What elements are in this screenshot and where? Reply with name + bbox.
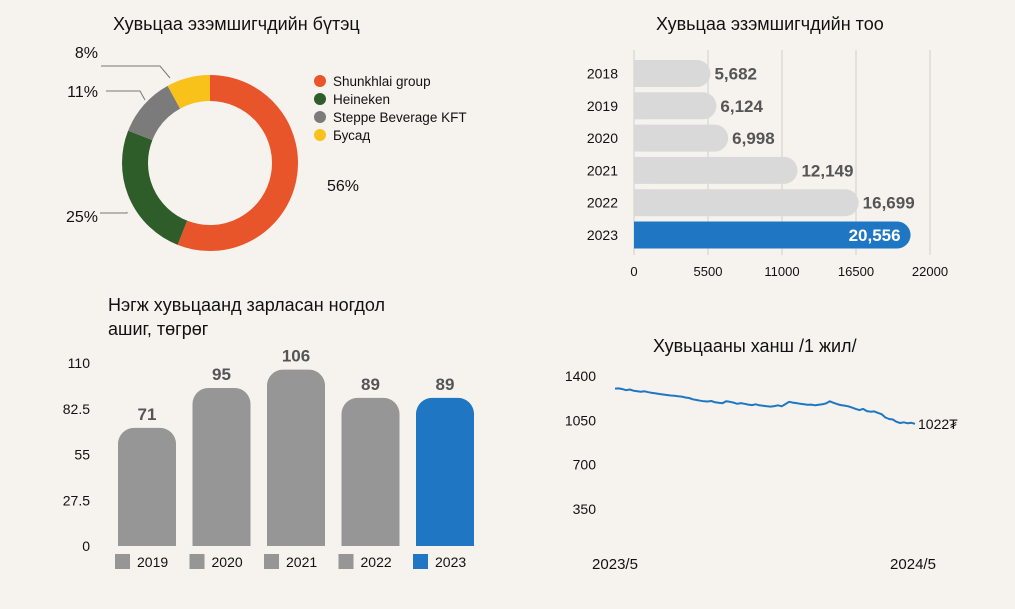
price-y-tick-label-1: 700 bbox=[573, 457, 597, 473]
dividend-bar-2022 bbox=[341, 397, 400, 546]
holders-value-label-2023: 20,556 bbox=[849, 226, 901, 245]
price-x-start-label: 2023/5 bbox=[592, 556, 638, 573]
structure-panel: Хувьцаа эзэмшигчдийн бүтэц 56% 25% 11% 8% Sh… bbox=[0, 0, 540, 270]
donut-slice-1 bbox=[177, 75, 298, 251]
dividend-bar-2023 bbox=[416, 397, 474, 546]
y-category-label-2021: 2021 bbox=[587, 162, 618, 178]
dividend-bar-base-2020 bbox=[192, 528, 251, 546]
holders-bar-2023 bbox=[634, 221, 911, 249]
price-y-tick-label-3: 1400 bbox=[565, 368, 596, 384]
price-panel: Хувьцааны ханш /1 жил/ 350 700 1050 1400 102… bbox=[540, 320, 1015, 609]
legend-marker-1 bbox=[314, 75, 326, 87]
dividend-value-label-2021: 106 bbox=[282, 347, 310, 366]
dividend-legend-label-2022: 2022 bbox=[361, 554, 392, 570]
price-end-label: 1022₮ bbox=[918, 416, 958, 432]
dividend-legend-marker-2021 bbox=[264, 554, 279, 569]
holders-bar-2022 bbox=[634, 189, 859, 217]
x-tick-label-0: 0 bbox=[630, 264, 637, 279]
y-category-label-2023: 2023 bbox=[587, 227, 618, 243]
dividend-legend-label-2020: 2020 bbox=[212, 554, 243, 570]
donut-value-label-4: 8% bbox=[75, 45, 98, 62]
legend-label-3: Steppe Beverage KFT bbox=[333, 110, 467, 125]
legend-marker-3 bbox=[314, 111, 326, 123]
holders-bar-chart: 0 5500 11000 16500 22000 2018 5,682 2019 6,124 20… bbox=[587, 50, 948, 279]
x-tick-label-2: 11000 bbox=[764, 264, 799, 279]
dividend-value-label-2020: 95 bbox=[212, 365, 231, 384]
y-tick-label-3: 82.5 bbox=[63, 401, 90, 417]
dividend-bar-chart: 0 27.5 55 82.5 110 71 2019 95 2020 106 2021 89 2022 8… bbox=[63, 347, 474, 570]
price-title: Хувьцааны ханш /1 жил/ bbox=[653, 336, 857, 356]
dividend-bar-2020 bbox=[192, 387, 251, 546]
holders-value-label-2022: 16,699 bbox=[863, 194, 915, 213]
holders-bar-2020 bbox=[634, 124, 729, 152]
holders-value-label-2021: 12,149 bbox=[801, 161, 853, 180]
leader-11 bbox=[106, 90, 146, 101]
holders-value-label-2018: 5,682 bbox=[714, 65, 757, 84]
y-tick-label-4: 110 bbox=[68, 355, 91, 371]
y-tick-label-2: 55 bbox=[74, 447, 90, 463]
legend-label-2: Heineken bbox=[333, 92, 390, 107]
price-y-tick-label-2: 1050 bbox=[565, 412, 596, 428]
dividend-legend-label-2019: 2019 bbox=[137, 554, 168, 570]
y-category-label-2019: 2019 bbox=[587, 98, 618, 114]
dividend-legend-label-2021: 2021 bbox=[286, 554, 317, 570]
holders-bar-base-2019 bbox=[634, 92, 649, 120]
legend-marker-4 bbox=[314, 129, 326, 141]
y-category-label-2022: 2022 bbox=[587, 195, 618, 211]
donut-slice-4 bbox=[167, 75, 211, 109]
y-tick-label-1: 27.5 bbox=[63, 492, 90, 508]
holders-bar-base-2021 bbox=[634, 156, 649, 184]
y-tick-label-0: 0 bbox=[82, 538, 90, 554]
leader-25 bbox=[100, 212, 128, 214]
dividend-value-label-2019: 71 bbox=[138, 405, 157, 424]
dividend-legend-marker-2022 bbox=[338, 554, 354, 569]
holders-value-label-2019: 6,124 bbox=[720, 97, 763, 116]
dividend-legend-marker-2020 bbox=[189, 554, 205, 569]
dividend-bar-base-2019 bbox=[118, 528, 176, 546]
dividend-legend-label-2023: 2023 bbox=[435, 554, 466, 570]
dividend-bar-2021 bbox=[267, 369, 325, 546]
donut-value-label-2: 25% bbox=[66, 209, 98, 226]
dividend-title-line-2: ашиг, төгрөг bbox=[108, 319, 209, 339]
price-line bbox=[614, 387, 916, 425]
price-x-end-label: 2024/5 bbox=[890, 556, 936, 573]
holders-bar-base-2018 bbox=[634, 60, 649, 87]
dividend-value-label-2023: 89 bbox=[436, 375, 455, 394]
dividend-value-label-2022: 89 bbox=[361, 375, 380, 394]
donut-slice-2 bbox=[122, 130, 188, 245]
y-category-label-2018: 2018 bbox=[587, 66, 618, 82]
price-line-chart: 350 700 1050 1400 1022₮ 2023/5 2024/5 bbox=[565, 368, 958, 573]
legend-label-1: Shunkhlai group bbox=[333, 74, 431, 89]
donut-slice-3 bbox=[128, 85, 181, 141]
price-y-tick-label-0: 350 bbox=[573, 501, 597, 517]
structure-title: Хувьцаа эзэмшигчдийн бүтэц bbox=[113, 14, 360, 34]
dividend-legend-marker-2019 bbox=[115, 554, 130, 569]
holders-bar-base-2020 bbox=[634, 124, 649, 152]
structure-donut-chart: 56% 25% 11% 8% Shunkhlai group Heineken Steppe… bbox=[66, 45, 467, 251]
donut-value-label-3: 11% bbox=[67, 84, 98, 101]
legend-marker-2 bbox=[314, 93, 326, 105]
legend-label-4: Бусад bbox=[333, 128, 370, 143]
holders-bar-base-2023 bbox=[634, 221, 649, 249]
x-tick-label-4: 22000 bbox=[912, 264, 948, 279]
holders-bar-2019 bbox=[634, 92, 717, 120]
dividend-bar-base-2021 bbox=[267, 528, 325, 546]
holders-bar-2021 bbox=[634, 156, 798, 184]
x-tick-label-3: 16500 bbox=[838, 264, 874, 279]
dividend-title-line-1: Нэгж хувьцаанд зарласан ногдол bbox=[108, 295, 385, 315]
dividend-bar-base-2022 bbox=[341, 528, 400, 546]
dividend-legend-marker-2023 bbox=[413, 554, 428, 569]
holders-bar-2018 bbox=[634, 60, 711, 87]
holders-bar-base-2022 bbox=[634, 189, 649, 217]
donut-value-label-1: 56% bbox=[327, 178, 359, 195]
holders-title: Хувьцаа эзэмшигчдийн тоо bbox=[656, 14, 884, 34]
y-category-label-2020: 2020 bbox=[587, 130, 618, 146]
holders-value-label-2020: 6,998 bbox=[732, 129, 775, 148]
dividend-panel: Нэгж хувьцаанд зарласан ногдол ашиг, төг… bbox=[0, 285, 520, 605]
leader-8 bbox=[101, 65, 171, 79]
dividend-bar-2019 bbox=[118, 427, 176, 546]
dividend-bar-base-2023 bbox=[416, 528, 474, 546]
x-tick-label-1: 5500 bbox=[694, 264, 723, 279]
holders-panel: Хувьцаа эзэмшигчдийн тоо 0 5500 11000 16500… bbox=[540, 0, 1015, 290]
